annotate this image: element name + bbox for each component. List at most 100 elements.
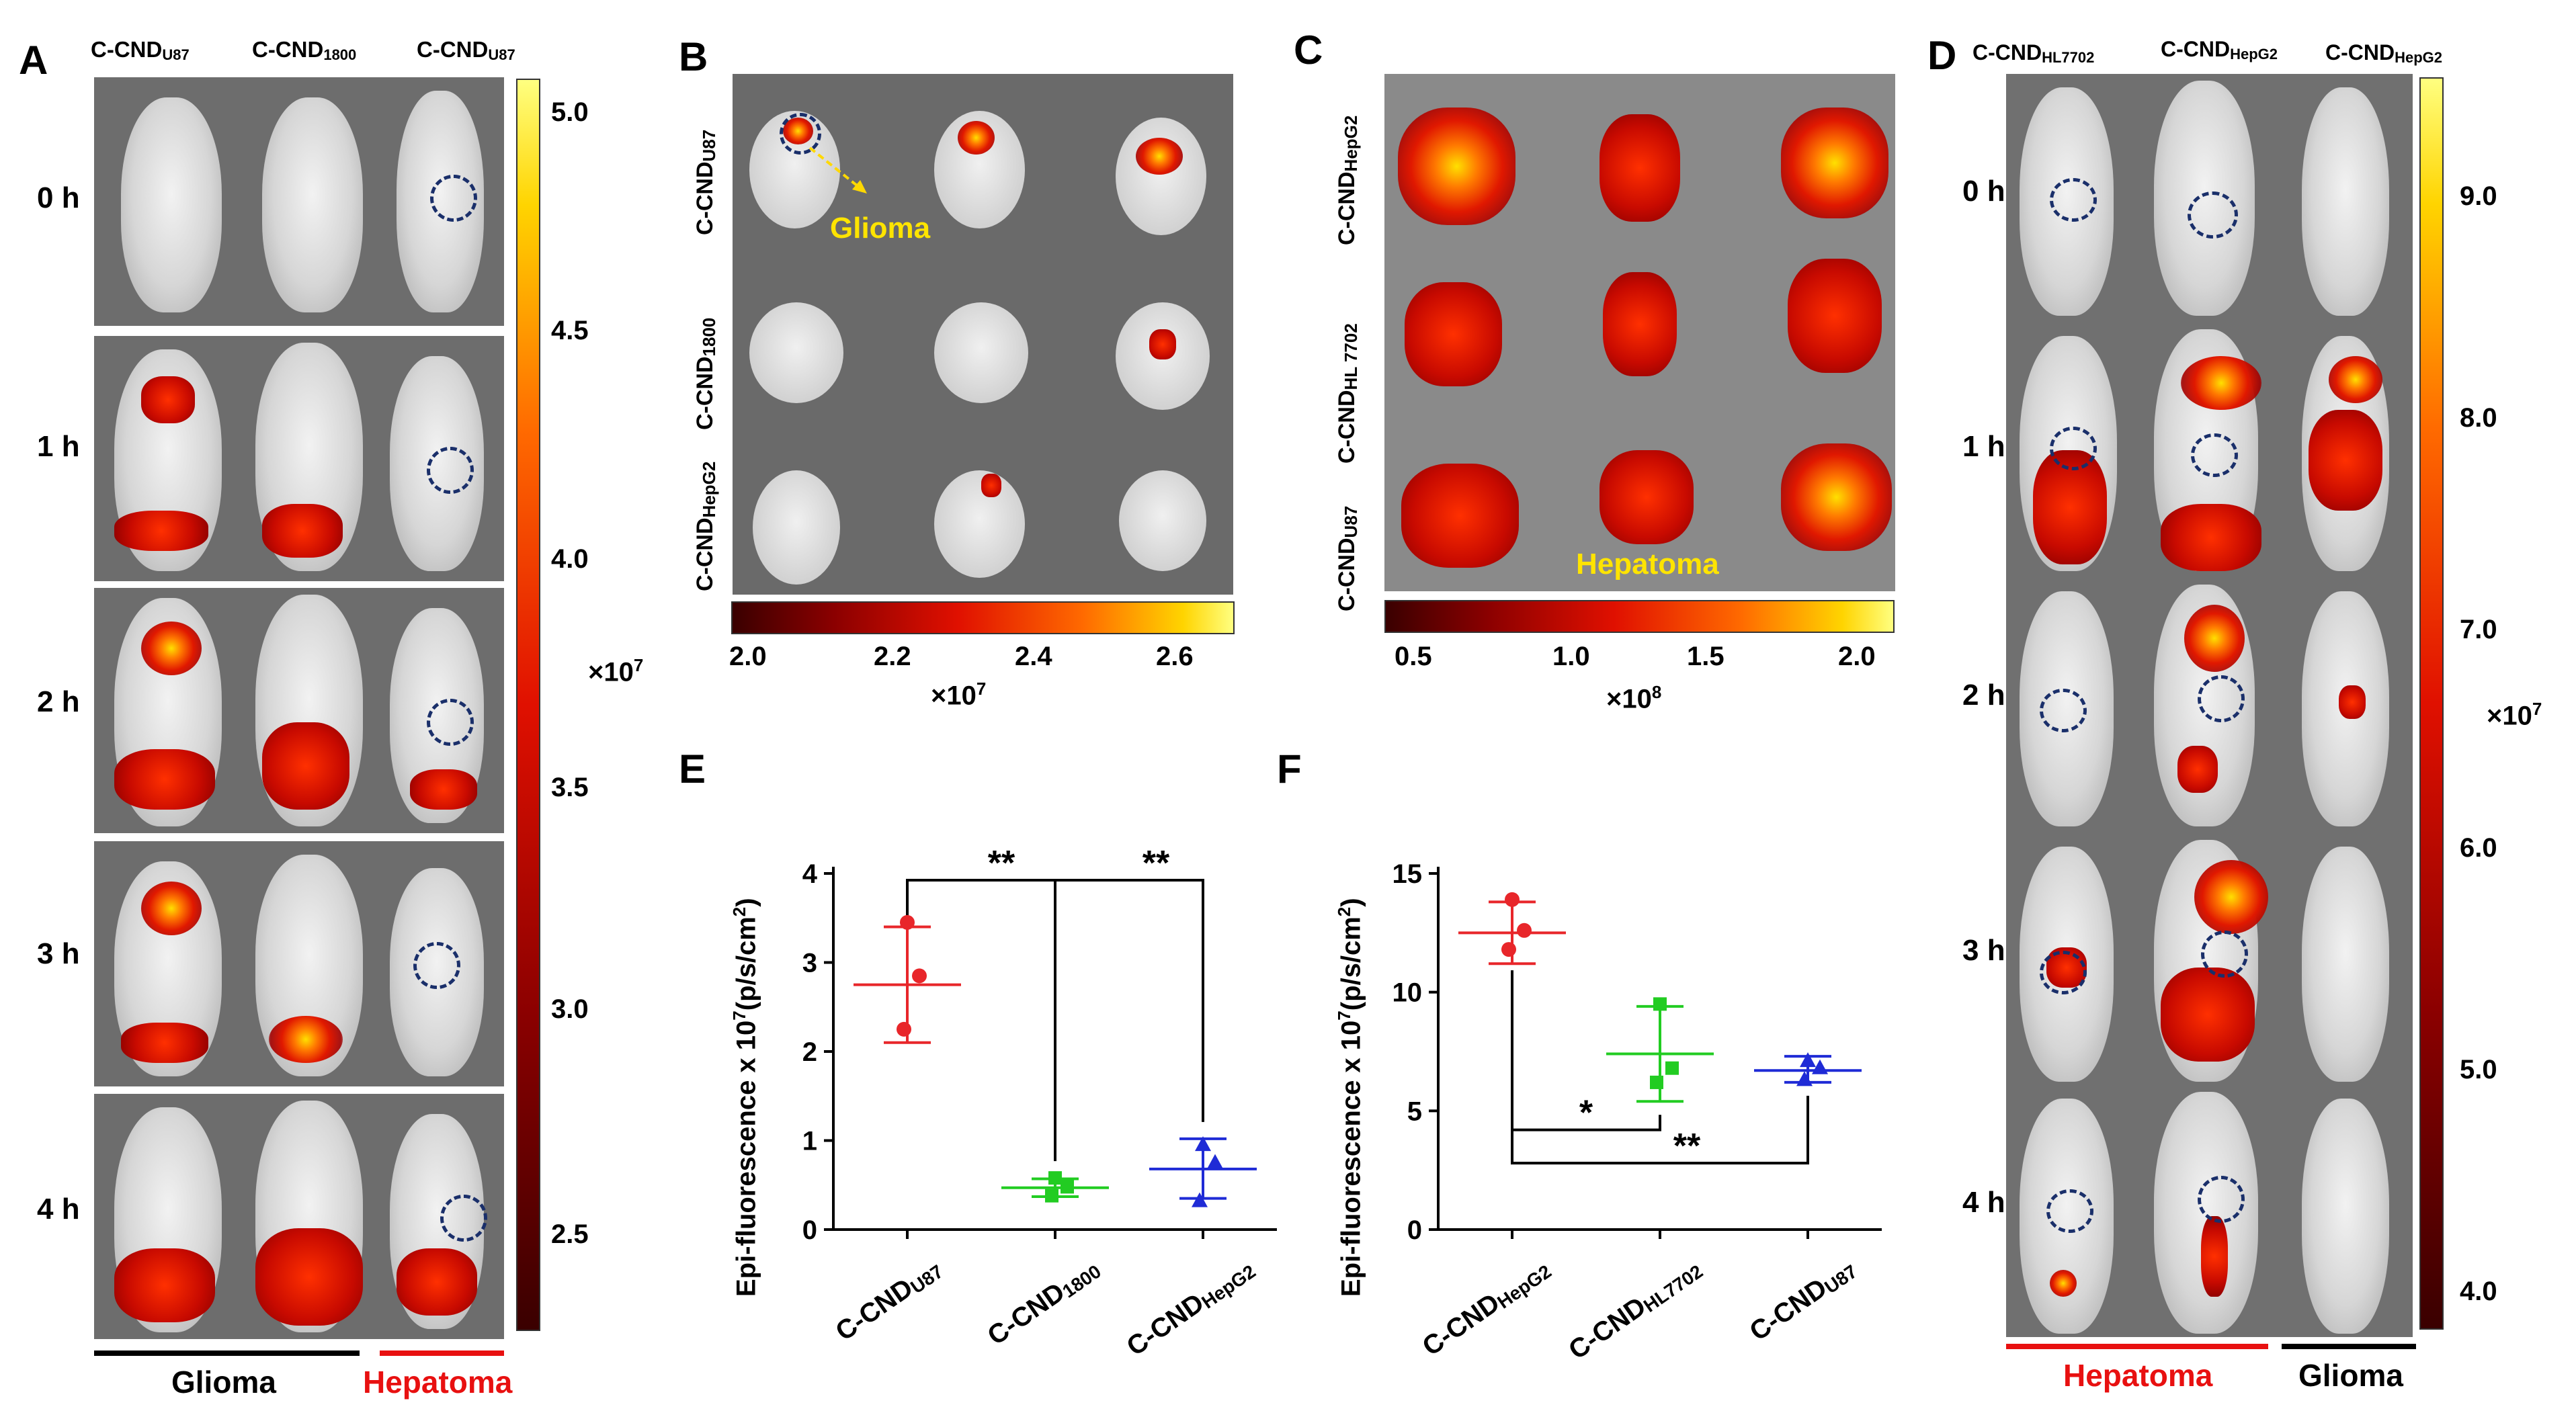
panel-c-cbar-unit: ×108 [1606, 682, 1662, 714]
panel-a-colorbar [516, 79, 540, 1331]
e-ytick-label: 2 [802, 1037, 817, 1067]
panel-a-hepatoma-label: Hepatoma [363, 1365, 513, 1400]
panel-d-time-2h: 2 h [1962, 679, 2005, 712]
panel-b-glioma-annotation: Glioma [830, 212, 931, 245]
e-data-point [897, 1021, 911, 1037]
panel-b-cbar-tick: 2.4 [1015, 642, 1052, 671]
e-data-point [1061, 1180, 1074, 1194]
panel-c-image [1384, 74, 1895, 591]
f-significance-label: ** [1673, 1127, 1701, 1166]
panel-label-d: D [1927, 33, 1957, 78]
e-data-point [900, 914, 915, 930]
panel-a-time-1h: 1 h [37, 430, 80, 463]
e-significance-label: ** [988, 844, 1015, 883]
glioma-group-bar [94, 1350, 360, 1356]
panel-a-image-1h [94, 336, 504, 581]
f-data-point [1796, 1071, 1813, 1086]
tumor-marker-circle [2040, 689, 2087, 732]
f-ytick-label: 0 [1407, 1215, 1422, 1245]
panel-d-hepatoma-label: Hepatoma [2063, 1358, 2213, 1393]
f-data-point [1653, 997, 1667, 1011]
panel-label-c: C [1294, 28, 1323, 73]
tumor-marker-circle [430, 175, 477, 222]
panel-b-row-label-1: C-CNDU87 [692, 129, 719, 235]
hepatoma-group-bar [380, 1350, 504, 1356]
panel-b-row-label-3: C-CNDHepG2 [692, 461, 719, 591]
panel-d-colorbar [2419, 77, 2444, 1330]
panel-a-header-2: C-CND1800 [252, 37, 357, 63]
panel-a-time-2h: 2 h [37, 685, 80, 718]
panel-d-cbar-tick: 6.0 [2460, 833, 2497, 863]
panel-d-cbar-tick: 9.0 [2460, 181, 2497, 211]
panel-d-cbar-tick: 8.0 [2460, 403, 2497, 433]
e-ytick-label: 3 [802, 949, 817, 978]
hepatoma-group-bar-d [2006, 1344, 2268, 1349]
panel-a-cbar-unit: ×107 [588, 655, 644, 687]
e-ytick-label: 1 [802, 1127, 817, 1156]
panel-label-b: B [679, 34, 708, 79]
tumor-marker-circle [2046, 1189, 2093, 1233]
panel-a-time-3h: 3 h [37, 937, 80, 970]
panel-label-f: F [1277, 746, 1302, 791]
e-data-point [1045, 1189, 1058, 1203]
glioma-marker-circle [780, 113, 821, 155]
tumor-marker-circle [2191, 433, 2238, 477]
panel-d-cbar-tick: 5.0 [2460, 1055, 2497, 1084]
panel-d-cbar-unit: ×107 [2487, 699, 2542, 731]
panel-a-cbar-tick: 5.0 [551, 97, 589, 127]
panel-d-header-1: C-CNDHL7702 [1972, 40, 2095, 66]
tumor-marker-circle [2040, 951, 2087, 994]
panel-a-cbar-tick: 3.0 [551, 994, 589, 1024]
tumor-marker-circle [2050, 178, 2097, 222]
panel-c-row-label-3: C-CNDU87 [1334, 505, 1361, 611]
f-data-point [1501, 942, 1516, 957]
panel-e-xcat-2: C-CND1800 [982, 1260, 1105, 1351]
e-significance-bracket [906, 879, 1204, 1122]
panel-b-row-label-2: C-CND1800 [692, 317, 719, 430]
e-ytick-label: 0 [802, 1215, 817, 1245]
panel-a-cbar-tick: 4.5 [551, 316, 589, 345]
panel-a-image-3h [94, 841, 504, 1086]
e-data-point [912, 968, 927, 984]
glioma-group-bar-d [2282, 1344, 2416, 1349]
panel-d-time-0h: 0 h [1962, 175, 2005, 208]
tumor-marker-circle [2198, 1176, 2245, 1223]
f-data-point [1505, 892, 1520, 907]
f-ytick-label: 10 [1393, 978, 1423, 1008]
tumor-marker-circle [2198, 675, 2245, 722]
f-data-point [1800, 1052, 1816, 1068]
panel-d-glioma-label: Glioma [2298, 1358, 2403, 1393]
panel-c-row-label-1: C-CNDHepG2 [1334, 115, 1361, 245]
panel-b-arrow [808, 146, 867, 194]
panel-a-time-0h: 0 h [37, 181, 80, 214]
panel-c-colorbar [1384, 600, 1895, 633]
e-significance-bracket [906, 879, 1056, 1162]
e-data-point [1048, 1171, 1062, 1185]
e-ytick-label: 4 [802, 859, 818, 889]
panel-c-cbar-tick: 2.0 [1838, 642, 1876, 671]
panel-c-row-label-2: C-CNDHL 7702 [1334, 323, 1361, 464]
panel-a-image-0h [94, 77, 504, 326]
e-data-point [1195, 1136, 1211, 1152]
panel-d-header-2: C-CNDHepG2 [2161, 37, 2278, 62]
panel-c-hepatoma-annotation: Hepatoma [1576, 548, 1719, 581]
panel-d-header-3: C-CNDHepG2 [2325, 40, 2443, 66]
tumor-marker-circle [2050, 427, 2097, 470]
f-data-point [1665, 1061, 1679, 1075]
panel-label-e: E [679, 746, 706, 791]
panel-c-cbar-tick: 1.5 [1687, 642, 1725, 671]
panel-f-xcat-2: C-CNDHL7702 [1563, 1260, 1706, 1366]
tumor-marker-circle [2201, 931, 2248, 978]
f-data-point [1650, 1075, 1663, 1089]
tumor-marker-circle [440, 1195, 487, 1242]
panel-d-time-1h: 1 h [1962, 430, 2005, 463]
panel-d-time-4h: 4 h [1962, 1186, 2005, 1219]
panel-f-xcat-3: C-CNDU87 [1744, 1260, 1861, 1347]
panel-a-cbar-tick: 2.5 [551, 1219, 589, 1249]
tumor-marker-circle [413, 942, 460, 989]
e-data-point [1207, 1154, 1223, 1169]
f-data-point [1812, 1059, 1828, 1074]
panel-d-cbar-tick: 4.0 [2460, 1277, 2497, 1306]
tumor-marker-circle [427, 699, 474, 746]
